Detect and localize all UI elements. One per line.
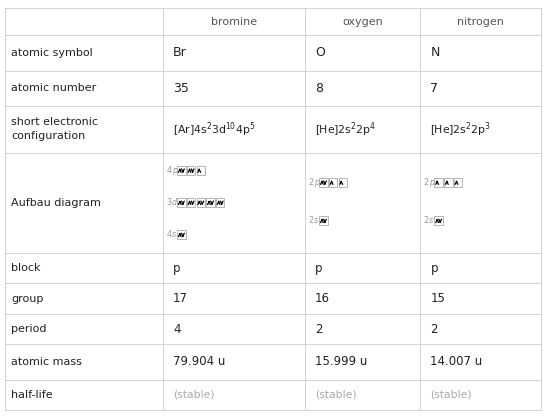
Bar [187,166,195,175]
Text: (stable): (stable) [430,390,472,400]
Text: 4: 4 [167,166,171,175]
Text: short electronic
configuration: short electronic configuration [11,117,98,141]
Bar [435,178,443,187]
Text: atomic symbol: atomic symbol [11,48,93,58]
Bar [177,230,186,240]
Bar [454,178,462,187]
Bar [339,178,347,187]
Text: p: p [171,166,177,175]
Text: group: group [11,294,43,304]
Text: atomic mass: atomic mass [11,357,82,367]
Text: s: s [313,217,318,225]
Text: 4: 4 [167,230,171,240]
Bar [216,198,224,207]
Text: 14.007 u: 14.007 u [430,355,483,368]
Bar [197,166,205,175]
Text: 2: 2 [308,178,313,187]
Text: Br: Br [173,46,187,59]
Bar [444,178,453,187]
Text: atomic number: atomic number [11,83,96,93]
Text: 16: 16 [315,292,330,305]
Text: [He]2s$^2$2p$^4$: [He]2s$^2$2p$^4$ [315,120,376,138]
Text: 2: 2 [308,217,313,225]
Text: p: p [313,178,319,187]
Text: nitrogen: nitrogen [457,17,504,27]
Bar [435,217,443,225]
Text: (stable): (stable) [315,390,357,400]
Text: N: N [430,46,440,59]
Bar [197,198,205,207]
Text: p: p [430,262,438,275]
Text: 7: 7 [430,82,438,95]
Text: 2: 2 [424,217,429,225]
Bar [187,198,195,207]
Bar [329,178,337,187]
Bar [177,198,186,207]
Text: p: p [429,178,434,187]
Text: 4: 4 [173,323,181,336]
Text: 17: 17 [173,292,188,305]
Bar [319,178,328,187]
Bar [319,217,328,225]
Text: O: O [315,46,325,59]
Bar [206,198,215,207]
Text: Aufbau diagram: Aufbau diagram [11,198,101,208]
Text: p: p [315,262,323,275]
Text: s: s [171,230,176,240]
Text: 2: 2 [430,323,438,336]
Text: [He]2s$^2$2p$^3$: [He]2s$^2$2p$^3$ [430,120,491,138]
Text: 15: 15 [430,292,446,305]
Text: [Ar]4s$^2$3d$^{10}$4p$^5$: [Ar]4s$^2$3d$^{10}$4p$^5$ [173,120,256,138]
Bar [177,166,186,175]
Text: 3: 3 [167,198,171,207]
Text: 35: 35 [173,82,189,95]
Text: (stable): (stable) [173,390,215,400]
Text: half-life: half-life [11,390,52,400]
Text: 8: 8 [315,82,323,95]
Text: 79.904 u: 79.904 u [173,355,225,368]
Text: 2: 2 [315,323,323,336]
Text: 2: 2 [424,178,429,187]
Text: d: d [171,198,177,207]
Text: p: p [173,262,181,275]
Text: oxygen: oxygen [342,17,383,27]
Text: 15.999 u: 15.999 u [315,355,367,368]
Text: bromine: bromine [211,17,257,27]
Text: block: block [11,263,40,273]
Text: s: s [429,217,433,225]
Text: period: period [11,324,46,334]
